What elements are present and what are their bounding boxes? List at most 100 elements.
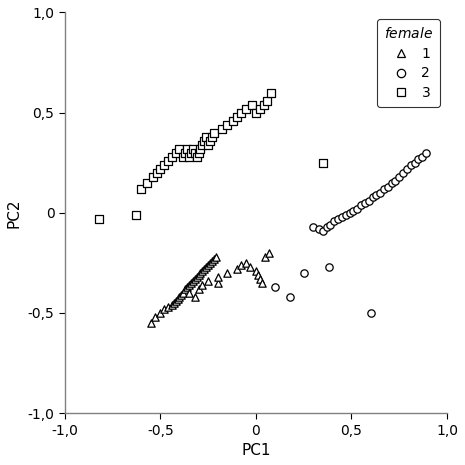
Point bbox=[418, 153, 426, 160]
Point bbox=[206, 259, 214, 266]
Point bbox=[256, 105, 264, 113]
Point bbox=[193, 153, 200, 160]
Point bbox=[174, 295, 181, 303]
Point bbox=[254, 271, 261, 279]
Point bbox=[252, 267, 259, 274]
Point bbox=[172, 297, 179, 305]
Point bbox=[346, 209, 353, 217]
Point bbox=[369, 193, 376, 200]
Point bbox=[195, 149, 202, 156]
Point bbox=[411, 159, 418, 166]
Point bbox=[243, 259, 250, 266]
Point bbox=[151, 313, 159, 321]
Point bbox=[224, 121, 231, 128]
Point bbox=[191, 275, 199, 283]
Point bbox=[399, 169, 407, 176]
Point bbox=[186, 289, 193, 297]
Point bbox=[186, 281, 193, 289]
Point bbox=[233, 265, 240, 272]
Point bbox=[195, 271, 202, 279]
Point bbox=[164, 303, 172, 311]
Point bbox=[357, 201, 365, 208]
Point bbox=[200, 265, 208, 272]
Point bbox=[95, 215, 103, 222]
Point bbox=[229, 117, 237, 124]
Point bbox=[191, 293, 199, 300]
Point bbox=[334, 215, 342, 222]
Legend: 1, 2, 3: 1, 2, 3 bbox=[377, 20, 440, 107]
Point bbox=[233, 113, 240, 120]
Point bbox=[199, 267, 206, 274]
Point bbox=[176, 145, 183, 153]
Point bbox=[183, 145, 191, 153]
Point bbox=[208, 133, 216, 140]
Point bbox=[138, 185, 145, 193]
Point bbox=[218, 125, 225, 133]
Point bbox=[214, 273, 221, 280]
X-axis label: PC1: PC1 bbox=[241, 443, 271, 458]
Point bbox=[168, 301, 176, 309]
Point bbox=[380, 185, 388, 193]
Point bbox=[319, 227, 326, 234]
Point bbox=[262, 253, 269, 260]
Point bbox=[365, 197, 372, 205]
Point bbox=[237, 261, 244, 269]
Point bbox=[208, 257, 216, 265]
Point bbox=[407, 161, 414, 168]
Point bbox=[178, 291, 185, 299]
Point bbox=[189, 145, 197, 153]
Point bbox=[153, 169, 160, 176]
Point bbox=[325, 263, 332, 271]
Point bbox=[206, 137, 214, 144]
Point bbox=[353, 205, 361, 213]
Point bbox=[187, 149, 195, 156]
Point bbox=[361, 199, 369, 206]
Point bbox=[170, 299, 178, 306]
Point bbox=[350, 207, 357, 214]
Point bbox=[143, 179, 151, 186]
Point bbox=[422, 149, 430, 156]
Point bbox=[197, 269, 204, 277]
Point bbox=[189, 277, 197, 285]
Point bbox=[149, 173, 156, 180]
Point bbox=[205, 277, 212, 285]
Point bbox=[267, 89, 275, 96]
Point bbox=[271, 283, 279, 291]
Point bbox=[237, 109, 244, 116]
Point bbox=[179, 289, 187, 297]
Point bbox=[205, 261, 212, 269]
Point bbox=[179, 153, 187, 160]
Point bbox=[403, 165, 411, 173]
Point bbox=[205, 141, 212, 148]
Point bbox=[200, 137, 208, 144]
Point bbox=[260, 101, 267, 108]
Point bbox=[388, 179, 395, 186]
Point bbox=[203, 263, 210, 271]
Point bbox=[181, 149, 189, 156]
Point bbox=[396, 173, 403, 180]
Point bbox=[319, 159, 326, 166]
Point bbox=[186, 153, 193, 160]
Point bbox=[372, 191, 380, 199]
Point bbox=[258, 279, 266, 286]
Point bbox=[384, 183, 392, 191]
Point bbox=[214, 279, 221, 286]
Point bbox=[266, 249, 273, 257]
Point bbox=[377, 189, 384, 196]
Point bbox=[300, 269, 307, 277]
Point bbox=[195, 285, 202, 292]
Point bbox=[415, 155, 422, 162]
Point bbox=[210, 255, 218, 263]
Point bbox=[203, 133, 210, 140]
Y-axis label: PC2: PC2 bbox=[7, 198, 22, 227]
Point bbox=[224, 269, 231, 277]
Point bbox=[183, 283, 191, 291]
Point bbox=[168, 153, 176, 160]
Point bbox=[172, 149, 179, 156]
Point bbox=[331, 217, 338, 225]
Point bbox=[164, 157, 172, 165]
Point bbox=[147, 319, 154, 326]
Point bbox=[176, 293, 183, 300]
Point bbox=[181, 285, 189, 292]
Point bbox=[157, 165, 164, 173]
